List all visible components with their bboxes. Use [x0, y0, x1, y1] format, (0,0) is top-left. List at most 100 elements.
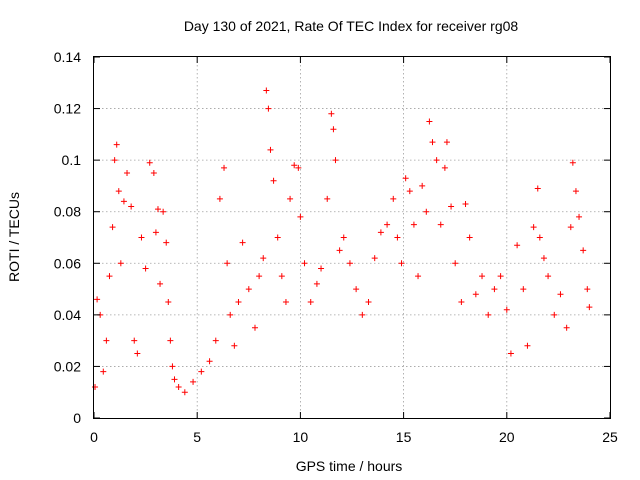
data-point — [152, 229, 159, 236]
data-point — [524, 342, 531, 349]
data-point — [507, 350, 514, 357]
data-point — [448, 203, 455, 210]
data-point — [402, 175, 409, 182]
data-point — [324, 195, 331, 202]
data-point — [291, 162, 298, 169]
y-tick-label: 0.08 — [54, 204, 81, 220]
data-point — [198, 368, 205, 375]
y-tick-label: 0.14 — [54, 49, 81, 65]
data-point — [113, 141, 120, 148]
data-point — [124, 170, 131, 177]
data-point — [270, 177, 277, 184]
data-point — [190, 378, 197, 385]
data-point — [282, 298, 289, 305]
data-point — [106, 273, 113, 280]
data-point — [479, 273, 486, 280]
data-point — [171, 376, 178, 383]
x-tick-label: 10 — [293, 429, 309, 445]
data-point — [466, 234, 473, 241]
data-point — [150, 170, 157, 177]
data-point — [336, 247, 343, 254]
data-point — [245, 286, 252, 293]
data-point — [224, 260, 231, 267]
data-point — [235, 298, 242, 305]
data-point — [452, 260, 459, 267]
data-point — [390, 195, 397, 202]
x-tick-label: 5 — [193, 429, 201, 445]
data-point — [384, 221, 391, 228]
data-point — [443, 139, 450, 146]
data-point — [138, 234, 145, 241]
y-tick-label: 0.04 — [54, 307, 81, 323]
data-point — [134, 350, 141, 357]
data-point — [485, 311, 492, 318]
data-point — [301, 260, 308, 267]
data-point — [297, 213, 304, 220]
data-point — [227, 311, 234, 318]
data-point — [569, 159, 576, 166]
data-point — [251, 324, 258, 331]
data-point — [120, 198, 127, 205]
data-point — [472, 291, 479, 298]
data-point — [142, 265, 149, 272]
data-point — [175, 384, 182, 391]
data-point — [206, 358, 213, 365]
data-point — [216, 195, 223, 202]
plot-area-border — [93, 56, 611, 419]
data-point — [330, 126, 337, 133]
data-point — [328, 110, 335, 117]
data-point — [260, 255, 267, 262]
data-point — [497, 273, 504, 280]
data-point — [371, 255, 378, 262]
data-point — [423, 208, 430, 215]
data-point — [94, 296, 101, 303]
data-point — [584, 286, 591, 293]
data-point — [103, 337, 110, 344]
data-point — [441, 164, 448, 171]
y-tick-label: 0.02 — [54, 358, 81, 374]
data-point — [572, 188, 579, 195]
data-point — [278, 273, 285, 280]
x-tick-labels: 0 5 10 15 20 25 — [90, 429, 618, 445]
data-point — [557, 291, 564, 298]
data-point — [157, 280, 164, 287]
data-point — [239, 239, 246, 246]
data-point — [263, 87, 270, 94]
data-point — [437, 221, 444, 228]
data-point — [181, 389, 188, 396]
data-point — [462, 200, 469, 207]
data-point — [394, 234, 401, 241]
y-axis-title: ROTI / TECUs — [6, 192, 22, 282]
data-point — [154, 206, 161, 213]
axis-ticks — [93, 56, 611, 419]
y-tick-label: 0.12 — [54, 101, 81, 117]
x-axis-title: GPS time / hours — [296, 458, 403, 474]
data-point — [163, 239, 170, 246]
x-tick-label: 25 — [602, 429, 618, 445]
y-tick-label: 0.1 — [62, 152, 82, 168]
data-point — [111, 157, 118, 164]
data-point — [318, 265, 325, 272]
data-point — [406, 188, 413, 195]
data-point — [398, 260, 405, 267]
data-point — [231, 342, 238, 349]
data-point — [419, 182, 426, 189]
data-point — [576, 213, 583, 220]
data-point — [115, 188, 122, 195]
data-point — [346, 260, 353, 267]
data-point — [295, 164, 302, 171]
data-point — [540, 255, 547, 262]
data-point — [267, 146, 274, 153]
data-point — [117, 260, 124, 267]
data-point — [146, 159, 153, 166]
data-points — [92, 87, 593, 396]
data-point — [221, 164, 228, 171]
data-point — [274, 234, 281, 241]
data-point — [313, 280, 320, 287]
data-point — [491, 286, 498, 293]
x-tick-label: 15 — [396, 429, 412, 445]
data-point — [332, 157, 339, 164]
data-point — [109, 224, 116, 231]
